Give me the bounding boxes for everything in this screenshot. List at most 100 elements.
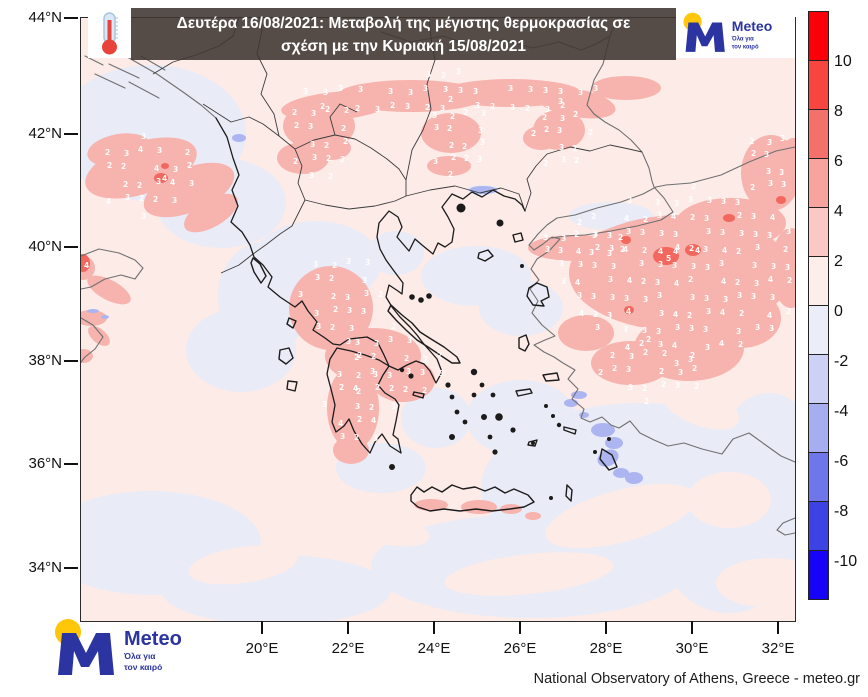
svg-text:2: 2 [341, 124, 346, 133]
svg-text:3: 3 [607, 231, 612, 240]
svg-text:3: 3 [346, 257, 351, 266]
svg-text:2: 2 [389, 384, 394, 393]
black-sea-coast [586, 18, 655, 188]
svg-text:3: 3 [340, 432, 345, 441]
svg-text:3: 3 [361, 307, 366, 316]
svg-text:2: 2 [643, 348, 648, 357]
svg-text:2: 2 [448, 170, 453, 179]
lon-tick-label: 32°E [761, 640, 795, 657]
svg-text:2: 2 [591, 212, 596, 221]
svg-text:3: 3 [753, 230, 758, 239]
svg-text:3: 3 [659, 229, 664, 238]
svg-text:3: 3 [189, 179, 194, 188]
svg-text:3: 3 [629, 352, 634, 361]
svg-text:3: 3 [349, 324, 354, 333]
svg-text:3: 3 [751, 212, 756, 221]
svg-text:3: 3 [141, 212, 146, 221]
svg-text:2: 2 [292, 108, 297, 117]
colorbar-segment [808, 60, 829, 110]
svg-text:3: 3 [752, 261, 757, 270]
svg-text:2: 2 [737, 211, 742, 220]
svg-text:3: 3 [704, 214, 709, 223]
svg-text:3: 3 [303, 87, 308, 96]
svg-text:3: 3 [559, 143, 564, 152]
svg-text:3: 3 [593, 230, 598, 239]
svg-text:3: 3 [624, 294, 629, 303]
svg-text:3: 3 [456, 67, 461, 76]
lon-tick [347, 621, 349, 634]
svg-text:3: 3 [315, 273, 320, 282]
svg-text:4: 4 [719, 339, 724, 348]
svg-text:3: 3 [659, 309, 664, 318]
svg-text:4: 4 [675, 243, 680, 252]
svg-text:3: 3 [508, 84, 513, 93]
svg-text:2: 2 [330, 323, 335, 332]
svg-text:3: 3 [125, 193, 130, 202]
lon-tick-label: 26°E [503, 640, 537, 657]
svg-text:3: 3 [707, 196, 712, 205]
svg-text:3: 3 [626, 227, 631, 236]
svg-text:4: 4 [579, 309, 584, 318]
svg-text:2: 2 [525, 104, 530, 113]
svg-text:3: 3 [691, 262, 696, 271]
lat-tick [64, 17, 78, 19]
svg-text:3: 3 [689, 324, 694, 333]
svg-text:2: 2 [610, 351, 615, 360]
svg-text:2: 2 [355, 104, 360, 113]
svg-text:2: 2 [750, 183, 755, 192]
svg-text:3: 3 [355, 402, 360, 411]
svg-text:2: 2 [694, 382, 699, 391]
svg-text:4: 4 [162, 174, 167, 183]
svg-text:3: 3 [443, 85, 448, 94]
meteo-logo-icon: Meteo Όλα για τον καιρό [683, 12, 772, 52]
svg-text:3: 3 [370, 367, 375, 376]
svg-text:2: 2 [107, 161, 112, 170]
hydra-island [412, 391, 425, 399]
lon-tick-label: 24°E [417, 640, 451, 657]
attribution-text: National Observatory of Athens, Greece -… [533, 671, 860, 687]
lat-tick [64, 463, 78, 465]
svg-text:Meteo: Meteo [124, 628, 182, 650]
svg-text:3: 3 [593, 84, 598, 93]
svg-text:2: 2 [404, 354, 409, 363]
lat-tick-label: 44°N [28, 9, 62, 26]
svg-text:2: 2 [139, 194, 144, 203]
svg-text:2: 2 [544, 125, 549, 134]
colorbar-segment [808, 354, 829, 404]
grid-value-digits: 32 3 4 3 22 2 4 3 22 2 3 4 34 3 2 2 333 2 33 3 3 3 3 3 3 3 3 3 3 3 3 3 3… [84, 67, 792, 443]
svg-text:2: 2 [354, 433, 359, 442]
svg-text:2: 2 [331, 292, 336, 301]
svg-text:3: 3 [678, 368, 683, 377]
svg-text:3: 3 [643, 295, 648, 304]
svg-text:3: 3 [688, 195, 693, 204]
svg-text:2: 2 [639, 339, 644, 348]
svg-text:3: 3 [558, 97, 563, 106]
svg-text:2: 2 [739, 309, 744, 318]
svg-text:2: 2 [448, 95, 453, 104]
svg-text:3: 3 [611, 262, 616, 271]
lon-tick-label: 30°E [675, 640, 709, 657]
svg-text:3: 3 [657, 211, 662, 220]
svg-text:3: 3 [141, 132, 146, 141]
svg-text:3: 3 [560, 114, 565, 123]
colorbar-segment [808, 11, 829, 61]
svg-text:3: 3 [755, 323, 760, 332]
svg-text:3: 3 [755, 243, 760, 252]
colorbar-tick-label: 10 [834, 53, 852, 70]
svg-text:3: 3 [705, 343, 710, 352]
svg-text:2: 2 [451, 153, 456, 162]
svg-text:2: 2 [357, 351, 362, 360]
mainland-coast [215, 117, 526, 384]
colorbar-segment [808, 256, 829, 306]
svg-text:2: 2 [449, 141, 454, 150]
rhodes-island [599, 448, 618, 471]
svg-text:3: 3 [705, 263, 710, 272]
svg-text:2: 2 [403, 385, 408, 394]
lon-tick-label: 20°E [245, 640, 279, 657]
svg-text:3: 3 [737, 291, 742, 300]
svg-text:2: 2 [574, 230, 579, 239]
svg-text:τον καιρό: τον καιρό [124, 662, 162, 672]
svg-text:4: 4 [106, 197, 111, 206]
svg-text:4: 4 [768, 275, 773, 284]
